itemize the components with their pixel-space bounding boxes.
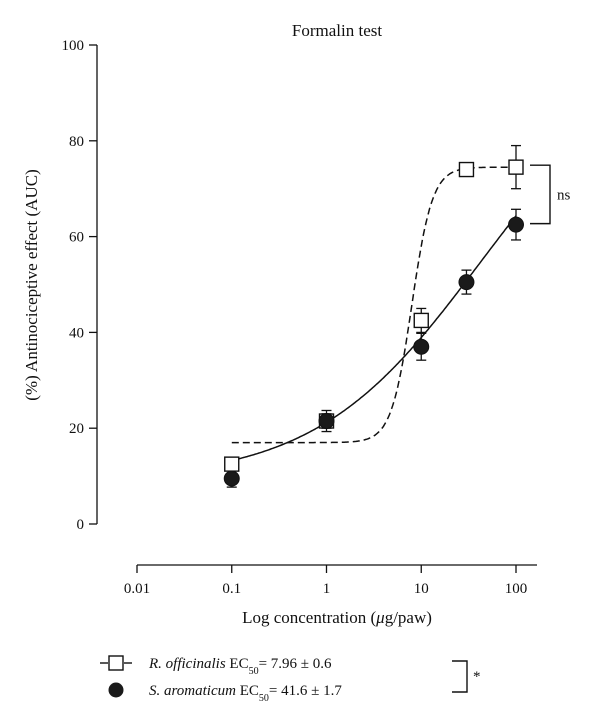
r-officinalis-point — [458, 161, 475, 178]
y-tick-label: 40 — [69, 325, 84, 341]
x-tick-label: 1 — [323, 581, 331, 597]
s-aromaticum-fit-curve — [231, 215, 517, 462]
axes: 0 20 40 60 80 100 0.01 0.1 1 10 100 — [62, 38, 537, 597]
y-tick-label: 100 — [62, 38, 85, 54]
s-aromaticum-point — [508, 216, 524, 233]
r-officinalis-point — [413, 312, 429, 329]
data-markers — [223, 159, 524, 487]
legend: R. officinalis EC50= 7.96 ± 0.6 S. aromat… — [100, 655, 481, 704]
chart-title: Formalin test — [292, 21, 382, 40]
y-tick-label: 80 — [69, 134, 84, 150]
x-axis-title: Log concentration (μg/paw) — [242, 608, 432, 627]
s-aromaticum-point — [413, 338, 430, 355]
y-tick-label: 20 — [69, 421, 84, 437]
y-axis-title: (%) Antinociceptive effect (AUC) — [22, 169, 41, 400]
r-officinalis-point — [224, 456, 240, 472]
r-officinalis-point — [508, 159, 524, 175]
y-tick-label: 0 — [77, 517, 85, 533]
x-tick-label: 100 — [505, 581, 528, 597]
legend-label-r-officinalis: R. officinalis EC50= 7.96 ± 0.6 — [148, 656, 332, 677]
x-tick-label: 0.1 — [222, 581, 241, 597]
significance-bracket — [452, 660, 468, 693]
ns-bracket — [530, 164, 551, 225]
s-aromaticum-point — [458, 274, 475, 291]
significance-star: * — [473, 669, 481, 685]
x-tick-label: 10 — [414, 581, 429, 597]
legend-square-marker — [108, 655, 124, 671]
s-aromaticum-point — [223, 470, 240, 487]
annotations: ns — [530, 164, 571, 225]
r-officinalis-fit-curve — [231, 166, 516, 444]
x-tick-label: 0.01 — [124, 581, 150, 597]
fit-curves — [231, 166, 517, 462]
legend-label-s-aromaticum: S. aromaticum EC50= 41.6 ± 1.7 — [149, 683, 342, 704]
legend-circle-marker — [108, 682, 124, 698]
s-aromaticum-point — [318, 413, 335, 430]
ns-annotation: ns — [557, 187, 571, 203]
y-tick-label: 60 — [69, 230, 84, 246]
